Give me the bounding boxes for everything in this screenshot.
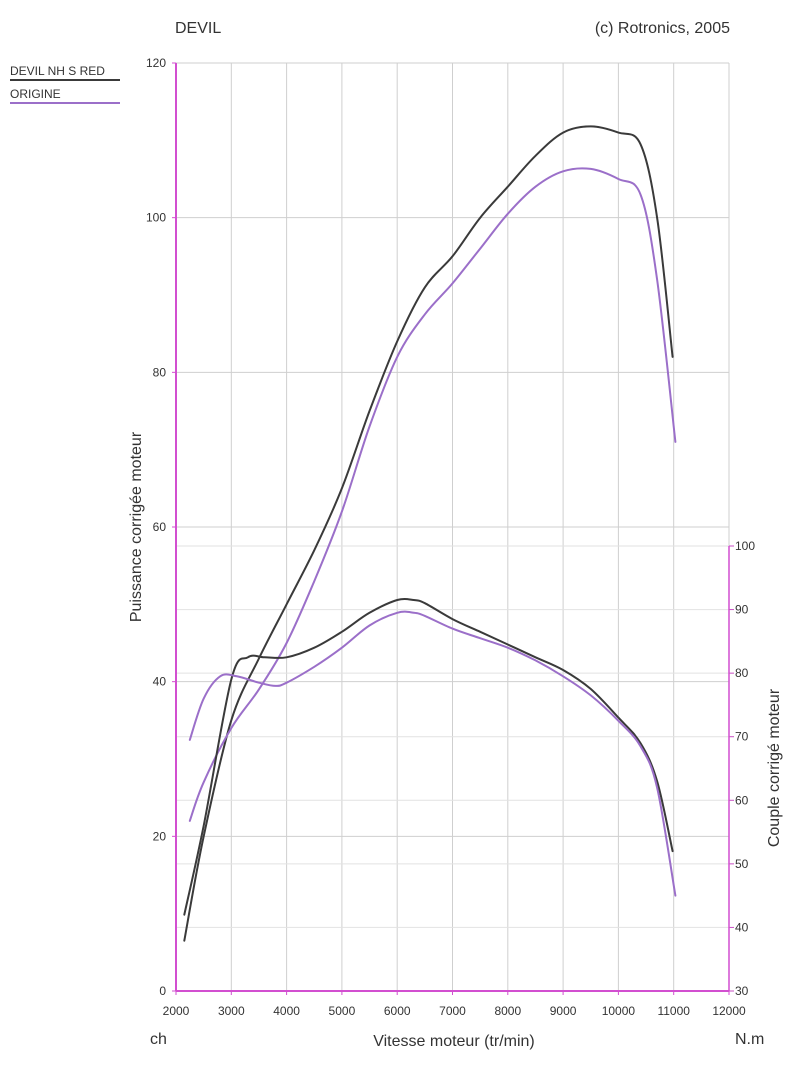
y2-tick-label: 30 [735,984,749,998]
y2-tick-label: 60 [735,793,749,807]
x-tick-label: 10000 [602,1004,636,1018]
y-tick-label: 100 [146,211,166,225]
report-title: DEVIL [175,20,222,37]
x-tick-label: 3000 [218,1004,245,1018]
legend-entry-devil: DEVIL NH S RED [10,64,120,81]
y2-tick-label: 40 [735,920,749,934]
y2-tick-label: 70 [735,730,749,744]
series-line-devil-power [183,125,674,942]
series-line-origine-power [188,167,677,822]
y2-tick-label: 50 [735,857,749,871]
x-tick-label: 6000 [384,1004,411,1018]
axes [172,62,734,995]
y2-axis-title: Couple corrigé moteur [766,688,783,847]
x-tick-label: 8000 [494,1004,521,1018]
grid-lines [175,62,730,992]
legend-label-origine: ORIGINE [10,87,61,101]
legend-swatch-devil [10,79,120,81]
x-tick-label: 9000 [550,1004,577,1018]
x-tick-label: 4000 [273,1004,300,1018]
left-unit-label: ch [150,1031,167,1048]
legend-label-devil: DEVIL NH S RED [10,64,105,78]
y-tick-label: 40 [153,675,167,689]
y-tick-label: 60 [153,520,167,534]
legend-entry-origine: ORIGINE [10,87,120,104]
x-axis-title: Vitesse moteur (tr/min) [373,1033,535,1050]
y2-tick-label: 90 [735,603,749,617]
copyright-text: (c) Rotronics, 2005 [594,20,730,37]
right-unit-label: N.m [735,1031,765,1048]
series-lines [183,125,677,942]
x-tick-label: 7000 [439,1004,466,1018]
y2-tick-label: 100 [735,539,755,553]
legend-swatch-origine [10,102,120,104]
y-tick-label: 120 [146,56,166,70]
y-axis-title: Puissance corrigée moteur [128,431,145,622]
x-tick-label: 12000 [712,1004,746,1018]
series-line-origine-torque [188,610,677,897]
series-line-devil-torque [183,597,674,916]
y2-tick-label: 80 [735,666,749,680]
y-tick-label: 20 [153,829,167,843]
y-tick-label: 80 [153,365,167,379]
x-tick-label: 2000 [163,1004,190,1018]
y-tick-label: 0 [159,984,166,998]
x-tick-label: 11000 [657,1004,690,1018]
tick-labels: 2000 3000 4000 5000 6000 7000 8000 9000 10000 110… [146,56,755,1018]
x-tick-label: 5000 [329,1004,356,1018]
